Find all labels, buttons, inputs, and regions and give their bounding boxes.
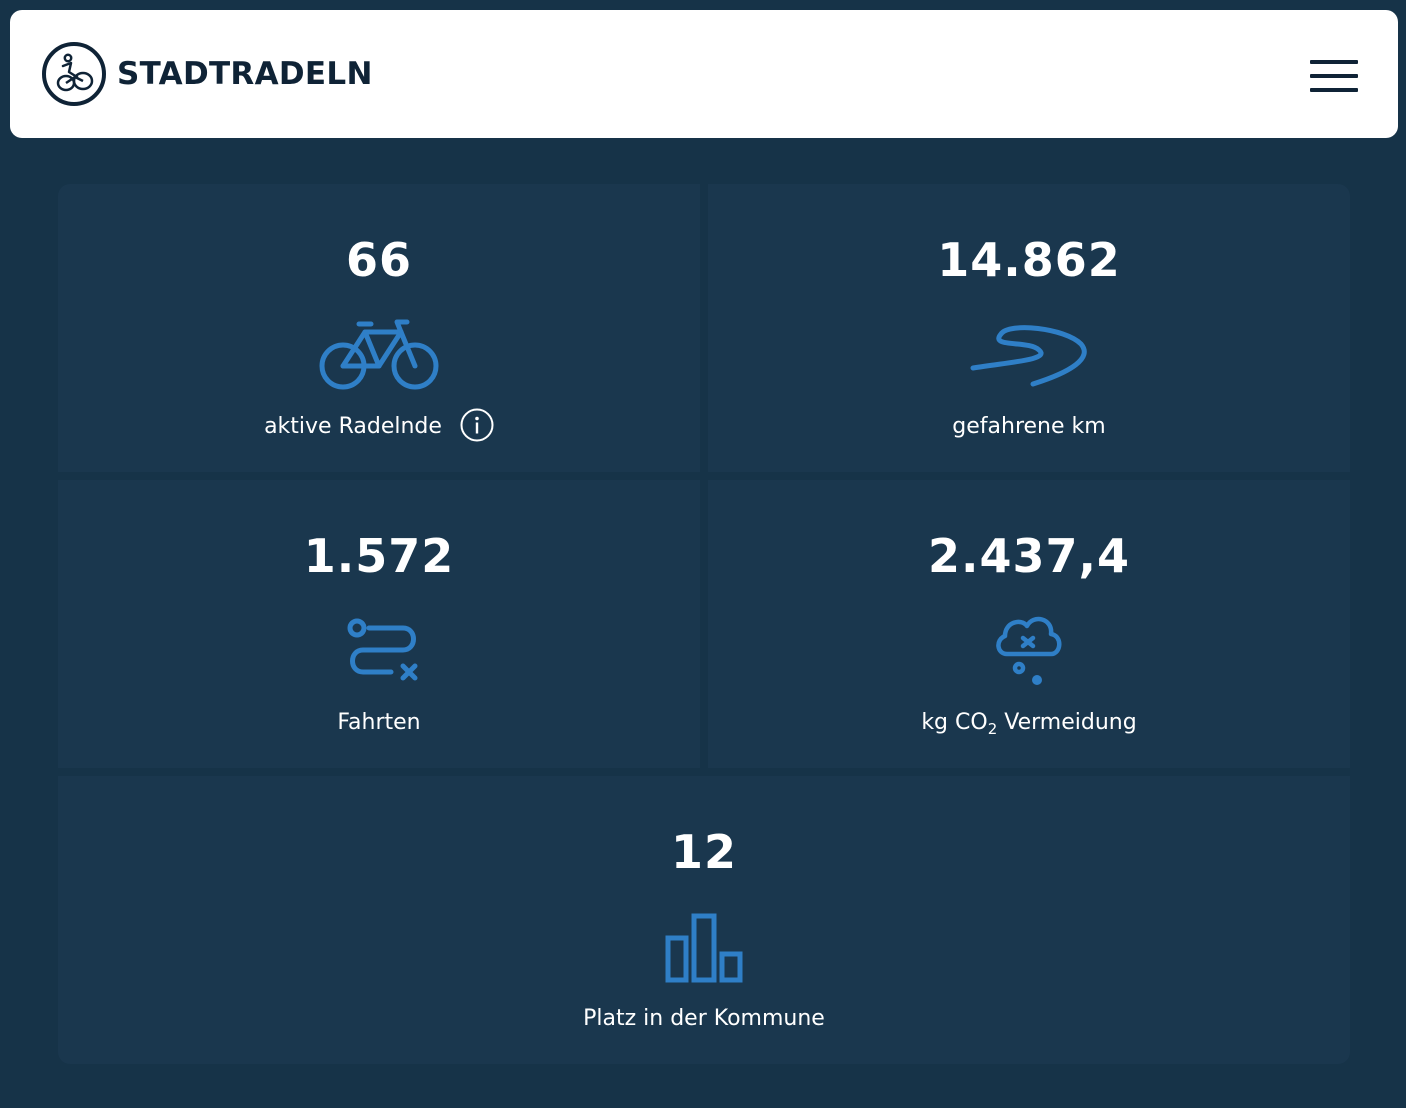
stat-tile-co2: 2.437,4 kg CO2 Vermeidung bbox=[708, 480, 1350, 768]
bicycle-icon bbox=[319, 318, 439, 397]
winding-road-icon bbox=[969, 318, 1089, 397]
stat-label: Fahrten bbox=[337, 710, 421, 735]
stat-tile-trips: 1.572 Fahrten bbox=[58, 480, 700, 768]
cyclist-logo-icon[interactable] bbox=[41, 41, 107, 107]
stat-tile-km: 14.862 gefahrene km bbox=[708, 184, 1350, 472]
stat-value: 2.437,4 bbox=[928, 529, 1130, 583]
stat-tile-rank: 12 Platz in der Kommune bbox=[58, 776, 1350, 1064]
stat-label: gefahrene km bbox=[952, 414, 1106, 439]
stat-value: 1.572 bbox=[303, 529, 455, 583]
stat-label: Platz in der Kommune bbox=[583, 1006, 825, 1031]
stat-value: 66 bbox=[345, 233, 412, 287]
stat-label-co2: kg CO2 Vermeidung bbox=[708, 708, 1350, 738]
stat-value: 12 bbox=[670, 825, 737, 879]
route-icon bbox=[341, 614, 421, 693]
stat-label: aktive Radelnde bbox=[264, 414, 442, 439]
stat-label-row: aktive Radelnde bbox=[58, 408, 700, 442]
info-icon[interactable] bbox=[460, 408, 494, 442]
stat-value: 14.862 bbox=[937, 233, 1121, 287]
top-header: STADTRADELN bbox=[10, 10, 1398, 138]
co2-label-prefix: kg CO bbox=[921, 710, 988, 735]
co2-label-suffix: Vermeidung bbox=[997, 710, 1137, 735]
hamburger-menu-icon[interactable] bbox=[1306, 56, 1362, 96]
brand-name[interactable]: STADTRADELN bbox=[117, 56, 373, 92]
co2-cloud-icon bbox=[993, 612, 1065, 693]
co2-label-sub: 2 bbox=[987, 720, 998, 738]
stat-tile-active-riders: 66 aktive Radelnde bbox=[58, 184, 700, 472]
bar-chart-icon bbox=[664, 912, 744, 989]
